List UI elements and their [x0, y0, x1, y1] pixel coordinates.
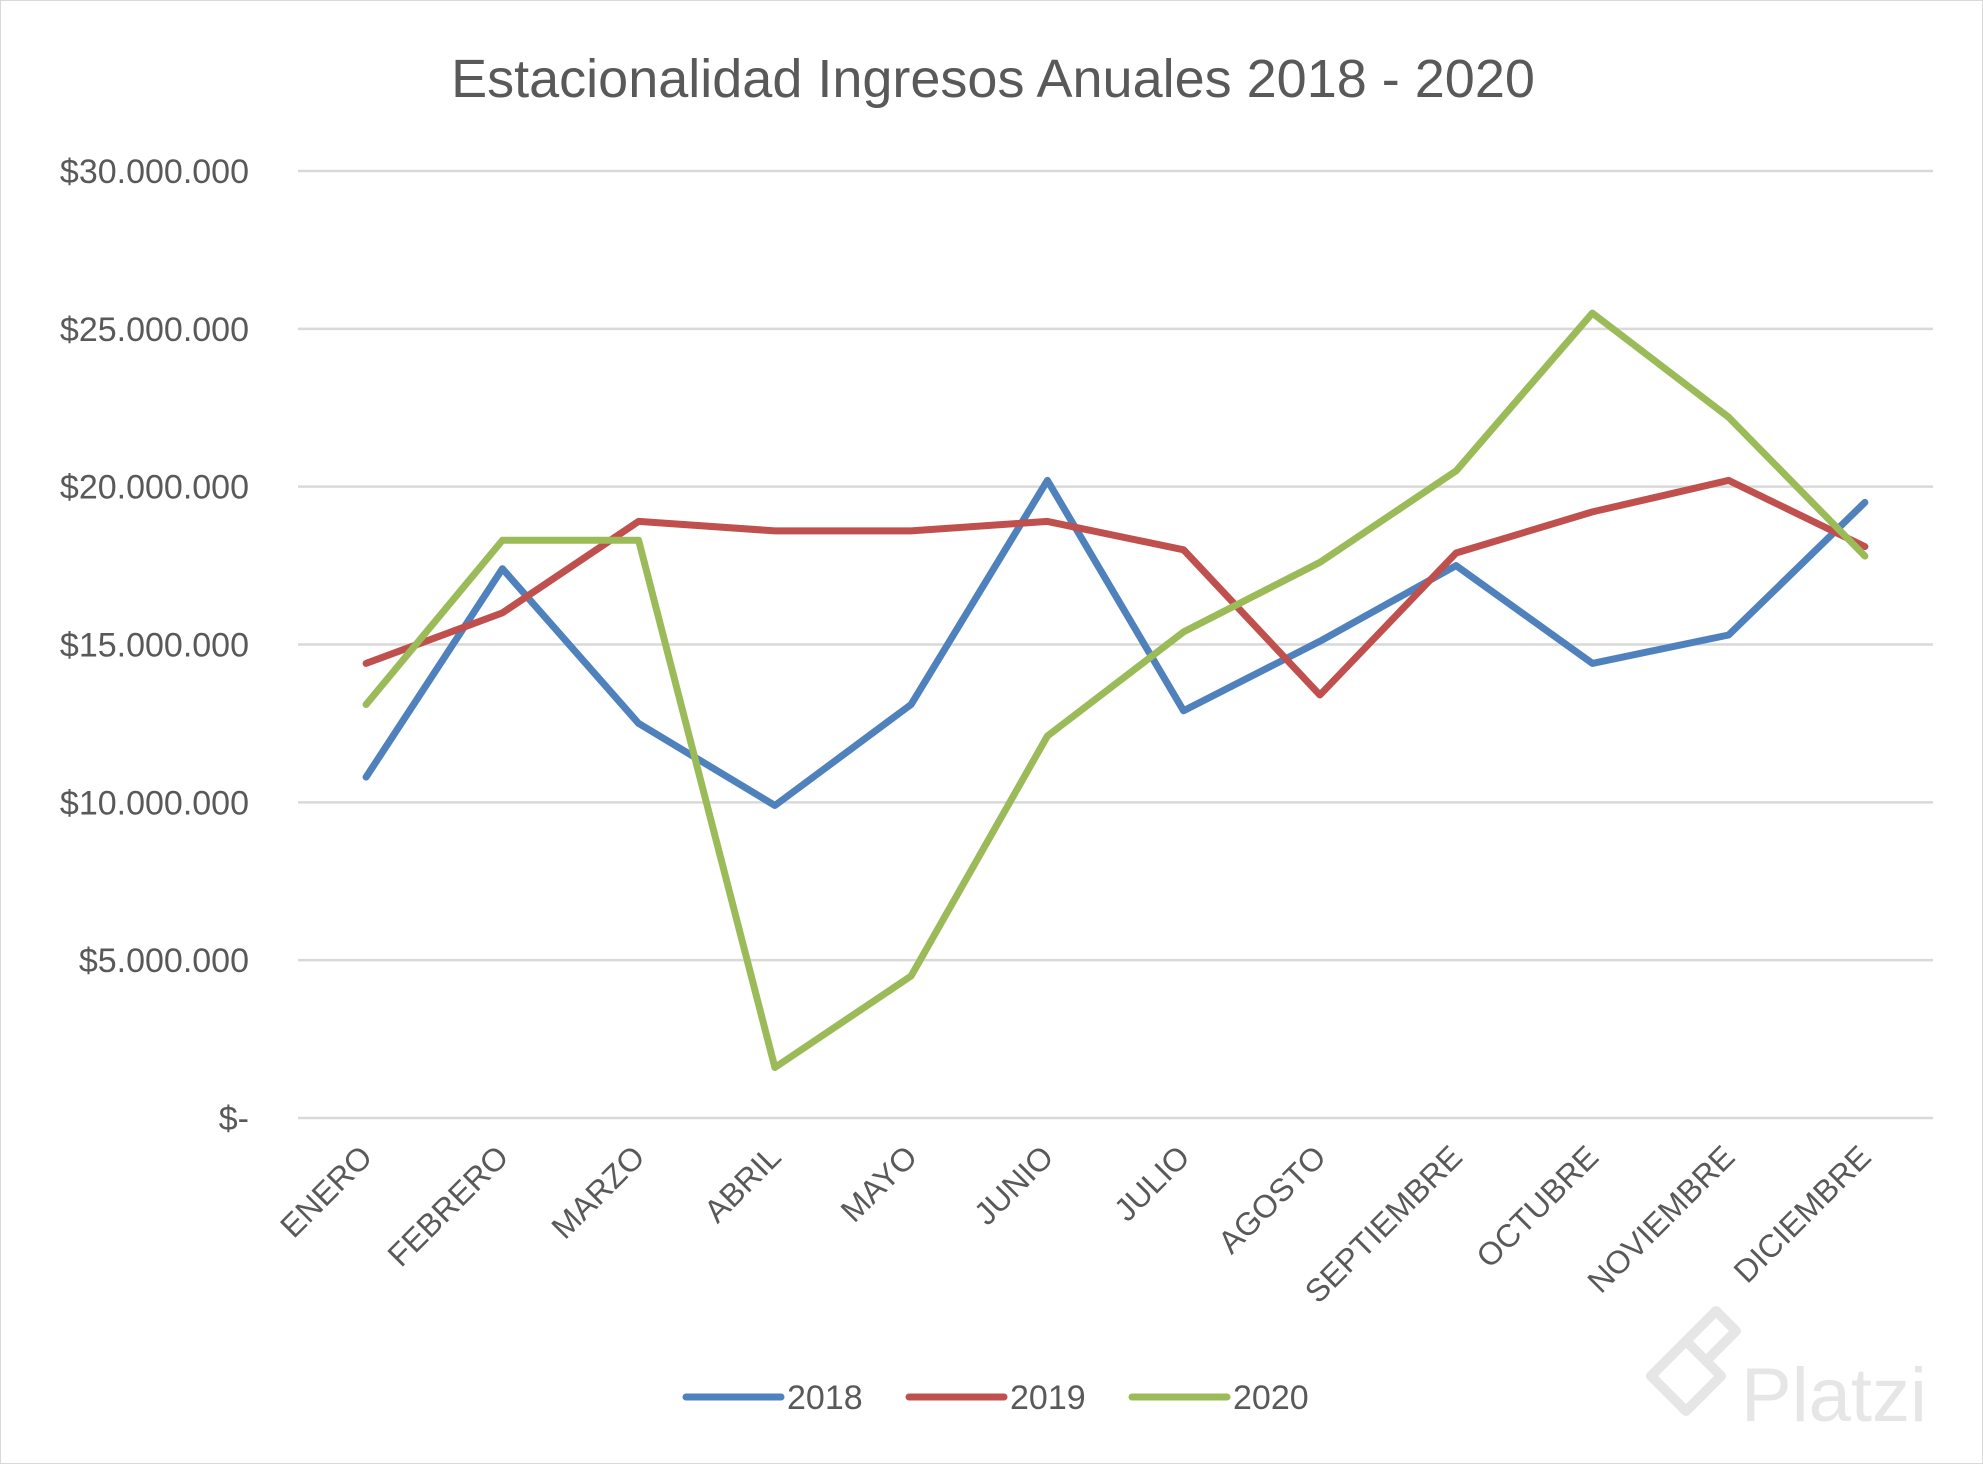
x-tick-label: DICIEMBRE: [1727, 1138, 1878, 1289]
y-tick-label: $5.000.000: [79, 942, 249, 980]
legend: 2018 2019 2020: [682, 1379, 1309, 1417]
y-tick-label: $20.000.000: [60, 469, 249, 507]
x-tick-label: JULIO: [1107, 1138, 1197, 1228]
x-tick-label: MARZO: [544, 1138, 651, 1245]
legend-item-2018: 2018: [682, 1379, 863, 1417]
platzi-logo-icon: [1646, 1306, 1741, 1416]
x-tick-label: ABRIL: [697, 1138, 788, 1229]
x-tick-label: AGOSTO: [1211, 1138, 1333, 1260]
y-tick-label: $10.000.000: [60, 784, 249, 822]
y-tick-label: $30.000.000: [60, 153, 249, 191]
watermark-text: Platzi: [1741, 1353, 1927, 1438]
x-tick-label: JUNIO: [967, 1138, 1060, 1231]
series-line-2019: [362, 476, 1869, 699]
x-tick-label: OCTUBRE: [1469, 1138, 1605, 1274]
y-tick-label: $25.000.000: [60, 311, 249, 349]
chart-title: Estacionalidad Ingresos Anuales 2018 - 2…: [451, 49, 1535, 109]
legend-label: 2018: [787, 1379, 863, 1417]
x-tick-label: FEBRERO: [380, 1138, 515, 1273]
x-tick-label: NOVIEMBRE: [1580, 1138, 1741, 1299]
x-tick-label: ENERO: [273, 1138, 379, 1244]
series-line-2018: [362, 476, 1869, 809]
legend-item-2020: 2020: [1128, 1379, 1309, 1417]
x-axis-ticks: ENERO FEBRERO MARZO ABRIL MAYO JUNIO JULIO AGOS…: [273, 1138, 1878, 1309]
series-line-2020: [362, 309, 1869, 1071]
platzi-watermark: Platzi: [1646, 1306, 1927, 1438]
legend-item-2019: 2019: [905, 1379, 1086, 1417]
y-axis-ticks: $- $5.000.000 $10.000.000 $15.000.000 $20.00…: [60, 153, 249, 1138]
legend-label: 2019: [1010, 1379, 1086, 1417]
x-tick-label: MAYO: [834, 1138, 924, 1228]
y-tick-label: $15.000.000: [60, 627, 249, 665]
y-tick-label: $-: [219, 1100, 249, 1138]
series-lines: [362, 309, 1869, 1071]
legend-label: 2020: [1233, 1379, 1309, 1417]
